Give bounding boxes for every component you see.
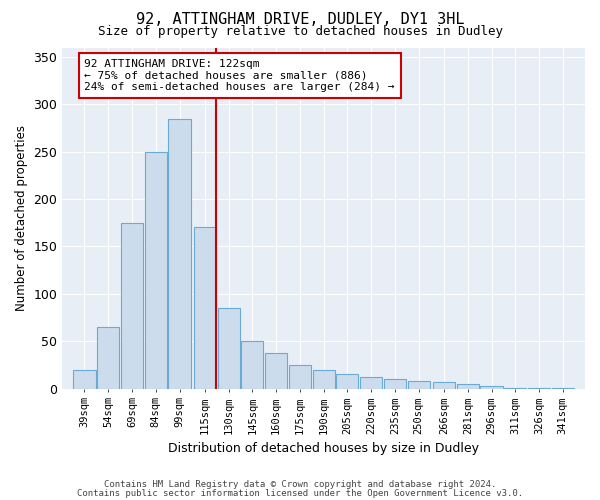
Bar	[218, 308, 239, 388]
Bar	[241, 341, 263, 388]
Bar	[289, 365, 311, 388]
Bar	[265, 352, 287, 388]
Bar	[73, 370, 95, 388]
Text: 92, ATTINGHAM DRIVE, DUDLEY, DY1 3HL: 92, ATTINGHAM DRIVE, DUDLEY, DY1 3HL	[136, 12, 464, 28]
X-axis label: Distribution of detached houses by size in Dudley: Distribution of detached houses by size …	[168, 442, 479, 455]
Bar	[313, 370, 335, 388]
Bar	[384, 379, 406, 388]
Bar	[121, 223, 143, 388]
Bar	[97, 327, 119, 388]
Bar	[433, 382, 455, 388]
Bar	[194, 228, 216, 388]
Text: 92 ATTINGHAM DRIVE: 122sqm
← 75% of detached houses are smaller (886)
24% of sem: 92 ATTINGHAM DRIVE: 122sqm ← 75% of deta…	[85, 59, 395, 92]
Text: Contains HM Land Registry data © Crown copyright and database right 2024.: Contains HM Land Registry data © Crown c…	[104, 480, 496, 489]
Bar	[169, 118, 191, 388]
Bar	[337, 374, 358, 388]
Bar	[481, 386, 503, 388]
Text: Size of property relative to detached houses in Dudley: Size of property relative to detached ho…	[97, 25, 503, 38]
Text: Contains public sector information licensed under the Open Government Licence v3: Contains public sector information licen…	[77, 488, 523, 498]
Bar	[407, 381, 430, 388]
Bar	[457, 384, 479, 388]
Bar	[145, 152, 167, 388]
Y-axis label: Number of detached properties: Number of detached properties	[15, 125, 28, 311]
Bar	[360, 377, 382, 388]
